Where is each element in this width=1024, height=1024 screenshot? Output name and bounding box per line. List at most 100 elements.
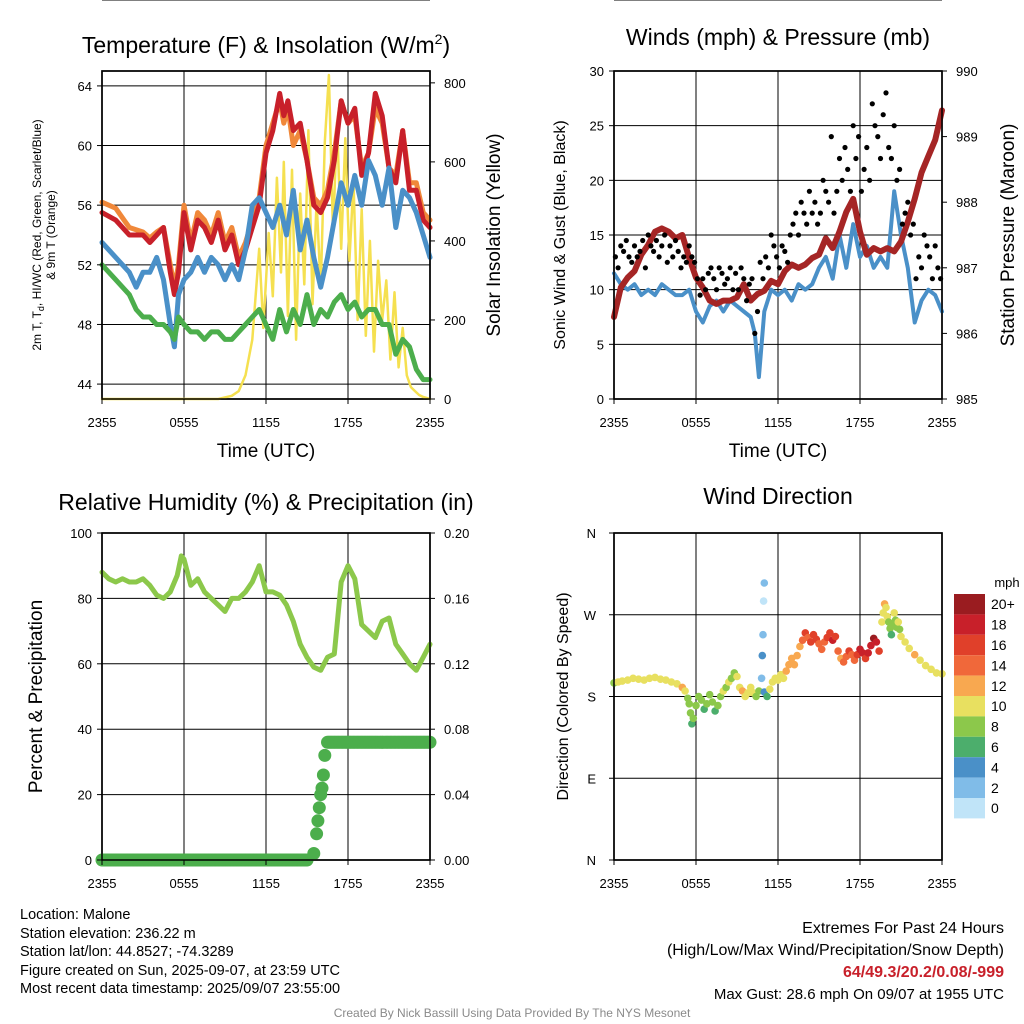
wdir-point bbox=[705, 690, 714, 699]
gust-point bbox=[826, 199, 832, 205]
legend-label: 20+ bbox=[991, 596, 1015, 612]
gust-point bbox=[913, 276, 919, 282]
wdir-point bbox=[878, 618, 886, 626]
wdir-point bbox=[867, 641, 875, 650]
gust-point bbox=[823, 188, 829, 194]
station-latlon: Station lat/lon: 44.8527; -74.3289 bbox=[20, 944, 234, 961]
wdir-grid bbox=[613, 532, 943, 861]
gust-point bbox=[847, 188, 854, 194]
gust-point bbox=[681, 254, 687, 260]
rh-ylabel: Percent & Precipitation bbox=[26, 600, 47, 793]
gust-point bbox=[744, 298, 750, 304]
legend-label: 14 bbox=[991, 657, 1007, 673]
temp-xtick: 1155 bbox=[252, 415, 280, 430]
recent-timestamp: Most recent data timestamp: 2025/09/07 2… bbox=[20, 981, 341, 998]
rh-ytick: 40 bbox=[78, 722, 92, 737]
extremes-title: Extremes For Past 24 Hours bbox=[802, 920, 1004, 937]
winds-y2tick: 988 bbox=[956, 195, 978, 210]
temp-series-line-0 bbox=[100, 73, 432, 401]
gust-point bbox=[670, 254, 676, 260]
temp-xtick: 1755 bbox=[334, 415, 363, 430]
legend-swatch bbox=[954, 675, 985, 696]
gust-point bbox=[738, 265, 744, 271]
gust-point bbox=[918, 265, 925, 271]
gust-point bbox=[804, 221, 810, 227]
gust-point bbox=[692, 259, 698, 265]
wdir-point bbox=[831, 632, 840, 641]
rh-ytick: 0 bbox=[85, 853, 92, 868]
legend-title: mph bbox=[994, 575, 1019, 590]
gust-point bbox=[697, 292, 703, 298]
rh-y2tick: 0.12 bbox=[444, 657, 469, 672]
temp-ytick: 44 bbox=[78, 377, 92, 392]
gust-point bbox=[877, 155, 884, 162]
wdir-point bbox=[927, 665, 935, 674]
wdir-point bbox=[826, 629, 834, 637]
wdir-point bbox=[921, 661, 930, 670]
wdir-point bbox=[817, 645, 826, 654]
precip-point bbox=[311, 814, 325, 828]
wdir-title: Wind Direction bbox=[703, 483, 853, 509]
wdir-point bbox=[895, 625, 904, 634]
wdir-point bbox=[916, 656, 924, 664]
gust-point bbox=[850, 123, 856, 129]
gust-point bbox=[809, 210, 815, 216]
wdir-point bbox=[901, 638, 909, 646]
rh-y2tick: 0.04 bbox=[444, 788, 469, 803]
winds-y2label: Station Pressure (Maroon) bbox=[998, 124, 1019, 347]
gust-point bbox=[667, 243, 673, 249]
gust-point bbox=[678, 265, 684, 271]
station-elevation: Station elevation: 236.22 m bbox=[20, 925, 196, 942]
gust-point bbox=[651, 248, 657, 254]
winds-y2tick: 986 bbox=[956, 326, 978, 341]
gust-point bbox=[700, 276, 706, 282]
ylabel-part: 2m T, T bbox=[30, 310, 44, 350]
wdir-point bbox=[757, 674, 766, 683]
gust-point bbox=[711, 276, 717, 282]
temp-series-line-4 bbox=[99, 262, 433, 383]
gust-point bbox=[760, 276, 766, 282]
wdir-point bbox=[890, 609, 898, 617]
wdir-point bbox=[910, 650, 919, 659]
gust-point bbox=[642, 265, 649, 271]
rh-y2tick: 0.00 bbox=[444, 853, 469, 868]
gust-point bbox=[910, 221, 916, 227]
winds-ytick: 30 bbox=[590, 64, 604, 79]
gust-point bbox=[880, 112, 886, 118]
wdir-point bbox=[782, 667, 790, 675]
winds-ytick: 5 bbox=[597, 337, 604, 352]
legend-swatch bbox=[954, 634, 985, 656]
gust-point bbox=[656, 254, 662, 260]
gust-point bbox=[782, 248, 788, 254]
wdir-point bbox=[733, 672, 741, 681]
temp-title-sup: 2 bbox=[435, 31, 443, 47]
meteogram-figure: 2355 0555 1155 1755 235544485256606402004006… bbox=[26, 0, 1020, 891]
legend-swatch bbox=[954, 757, 985, 778]
legend-label: 8 bbox=[991, 719, 999, 735]
gust-point bbox=[793, 210, 799, 216]
gust-point bbox=[686, 243, 692, 249]
rh-xtick: 0555 bbox=[170, 876, 199, 891]
wdir-ytick: N bbox=[587, 853, 596, 868]
winds-series-line-1 bbox=[611, 107, 945, 320]
temp-ytick: 48 bbox=[78, 317, 92, 332]
winds-xtick: 1155 bbox=[764, 415, 792, 430]
winds-ytick: 25 bbox=[590, 119, 604, 134]
temp-y2tick: 0 bbox=[444, 392, 451, 407]
gust-point bbox=[626, 254, 632, 260]
gust-point bbox=[820, 177, 826, 183]
wdir-point bbox=[763, 692, 771, 701]
gust-point bbox=[645, 232, 651, 238]
gust-point bbox=[861, 166, 867, 172]
gust-point bbox=[637, 248, 643, 254]
temp-y2tick: 400 bbox=[444, 234, 466, 249]
gust-point bbox=[858, 188, 865, 194]
gust-point bbox=[752, 330, 758, 336]
precip-point bbox=[310, 827, 324, 841]
temp-title-end: ) bbox=[442, 32, 450, 58]
gust-point bbox=[640, 237, 646, 244]
gust-point bbox=[730, 287, 736, 293]
gust-point bbox=[779, 243, 785, 249]
winds-y2tick: 989 bbox=[956, 130, 978, 145]
wdir-point bbox=[785, 660, 793, 669]
